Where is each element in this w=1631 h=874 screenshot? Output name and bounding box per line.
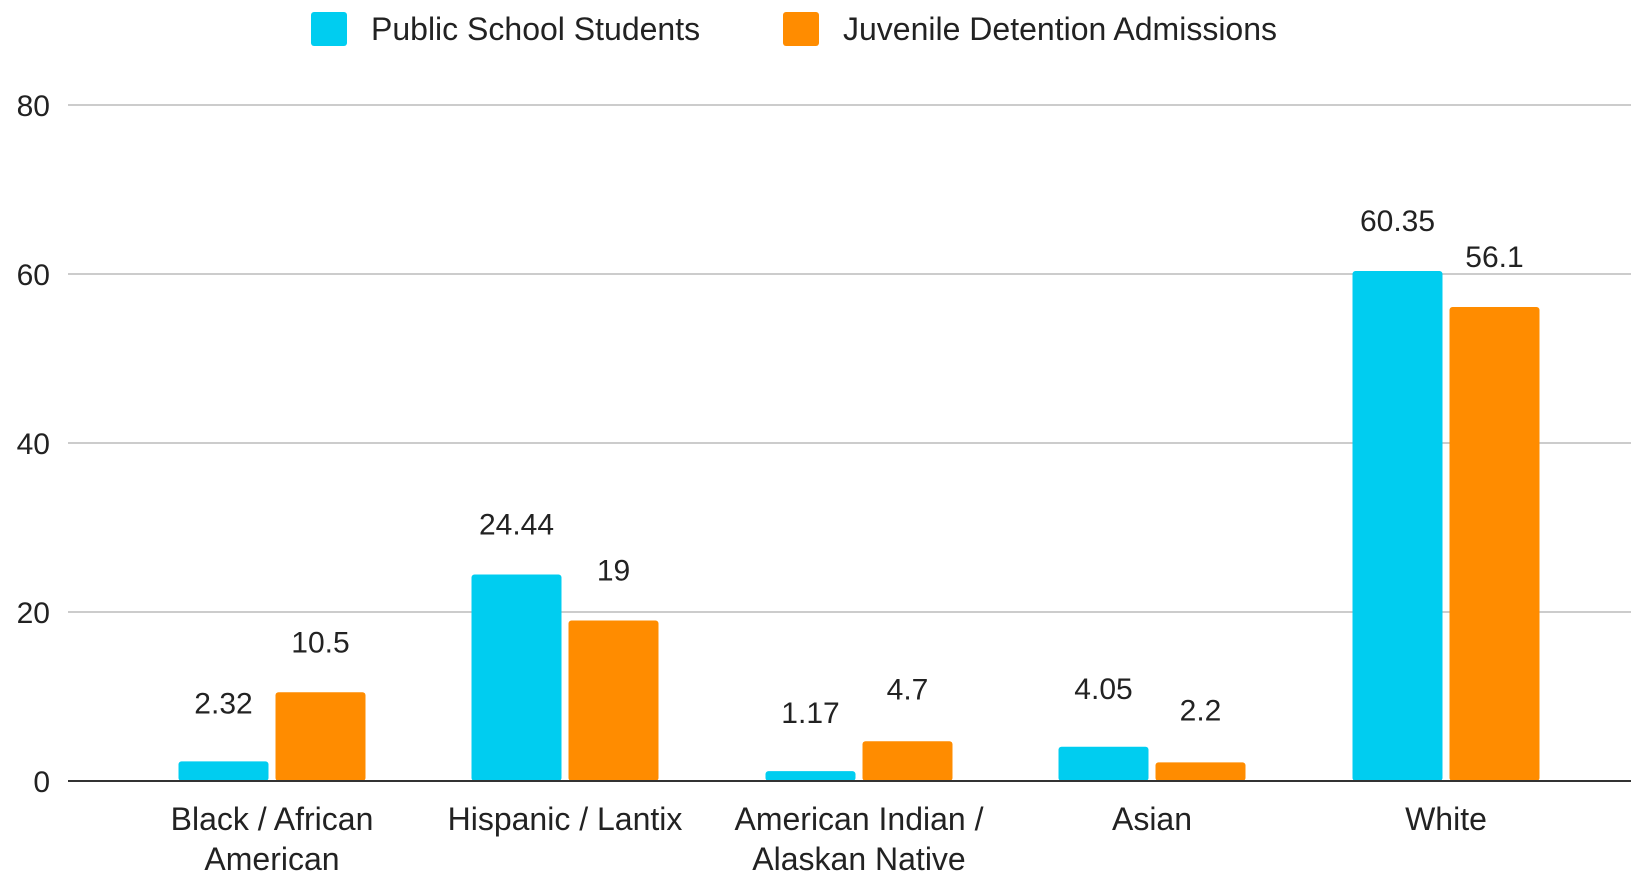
y-tick-label: 0 [33,766,50,799]
y-tick-label: 80 [17,90,50,123]
bar-public-school [765,771,856,781]
legend: Public School Students Juvenile Detention… [311,11,1277,47]
bars [178,271,1540,781]
x-category-label: American Indian / [734,801,983,837]
bar-public-school [1058,746,1149,781]
data-label: 4.05 [1074,673,1132,706]
data-label: 19 [597,554,630,587]
bar-juvenile-detention [275,692,366,781]
legend-swatch [783,12,819,46]
legend-label: Juvenile Detention Admissions [843,11,1277,47]
x-category-label: Hispanic / Lantix [448,801,683,837]
bar-juvenile-detention [568,620,659,781]
x-axis-category-labels: Black / African American Hispanic / Lantix… [171,801,1487,874]
y-tick-label: 60 [17,259,50,292]
y-axis-tick-labels: 0 20 40 60 80 [17,90,50,799]
data-label: 2.32 [194,687,252,720]
data-label: 60.35 [1360,205,1435,238]
bar-juvenile-detention [1155,762,1246,781]
data-label: 24.44 [479,508,554,541]
x-category-label: Alaskan Native [752,841,965,874]
x-category-label: Black / African [171,801,374,837]
bar-juvenile-detention [862,741,953,781]
data-label: 2.2 [1180,694,1222,727]
y-tick-label: 20 [17,597,50,630]
x-category-label: Asian [1112,801,1192,837]
x-category-label: White [1405,801,1487,837]
bar-public-school [1352,271,1443,781]
data-label: 10.5 [291,626,349,659]
data-labels: 2.32 24.44 1.17 4.05 60.35 10.5 19 4.7 2.2 56.1 [194,205,1523,730]
data-label: 56.1 [1465,241,1523,274]
bar-public-school [178,761,269,781]
y-tick-label: 40 [17,428,50,461]
x-category-label: American [204,841,339,874]
bar-public-school [471,574,562,781]
bar-juvenile-detention [1449,306,1540,781]
data-label: 4.7 [887,673,929,706]
legend-label: Public School Students [371,11,700,47]
legend-swatch [311,12,347,46]
data-label: 1.17 [781,697,839,730]
